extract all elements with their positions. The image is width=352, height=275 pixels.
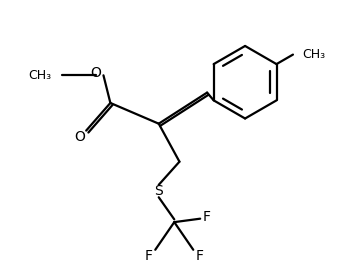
Text: F: F <box>195 249 203 263</box>
Text: O: O <box>75 130 86 144</box>
Text: F: F <box>145 249 153 263</box>
Text: S: S <box>155 184 163 198</box>
Text: O: O <box>90 66 101 80</box>
Text: CH₃: CH₃ <box>302 48 325 61</box>
Text: CH₃: CH₃ <box>29 69 52 82</box>
Text: F: F <box>202 210 210 224</box>
